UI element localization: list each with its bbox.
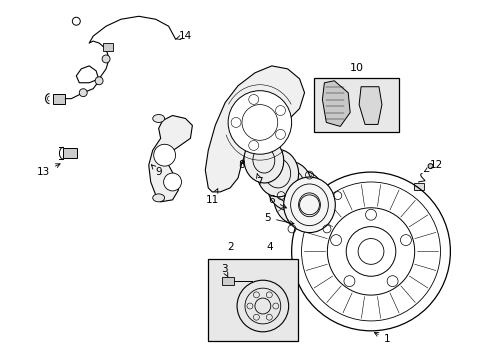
Text: 13: 13 (37, 164, 60, 177)
Text: 12: 12 (424, 160, 442, 172)
Ellipse shape (273, 170, 325, 226)
Ellipse shape (152, 194, 164, 202)
Circle shape (163, 173, 181, 191)
Polygon shape (148, 116, 192, 202)
Text: 2: 2 (226, 242, 233, 252)
Text: 14: 14 (176, 31, 192, 41)
Bar (222, 277, 234, 285)
Ellipse shape (267, 161, 311, 211)
Polygon shape (205, 66, 304, 192)
Bar (103, 43, 113, 51)
Ellipse shape (281, 178, 317, 218)
Text: 11: 11 (205, 189, 219, 205)
Text: 1: 1 (374, 333, 389, 344)
Circle shape (102, 55, 110, 63)
Text: 4: 4 (266, 242, 273, 252)
Text: 10: 10 (349, 63, 363, 73)
Ellipse shape (152, 114, 164, 122)
Text: 7: 7 (256, 174, 263, 187)
Circle shape (153, 144, 175, 166)
Text: 9: 9 (151, 165, 162, 177)
Bar (208, 260, 297, 341)
Polygon shape (322, 81, 349, 126)
Bar (53, 94, 65, 104)
Bar (314, 78, 398, 132)
Text: 6: 6 (268, 195, 286, 208)
Ellipse shape (283, 177, 335, 233)
Text: 3: 3 (221, 264, 227, 277)
Bar (413, 183, 423, 190)
Text: 8: 8 (238, 160, 245, 170)
Circle shape (228, 91, 291, 154)
Ellipse shape (256, 149, 298, 197)
Ellipse shape (244, 138, 283, 183)
Text: 5: 5 (264, 213, 293, 225)
Bar (63, 148, 77, 158)
Circle shape (95, 77, 103, 85)
Polygon shape (358, 87, 381, 125)
Circle shape (427, 164, 432, 168)
Circle shape (79, 89, 87, 96)
